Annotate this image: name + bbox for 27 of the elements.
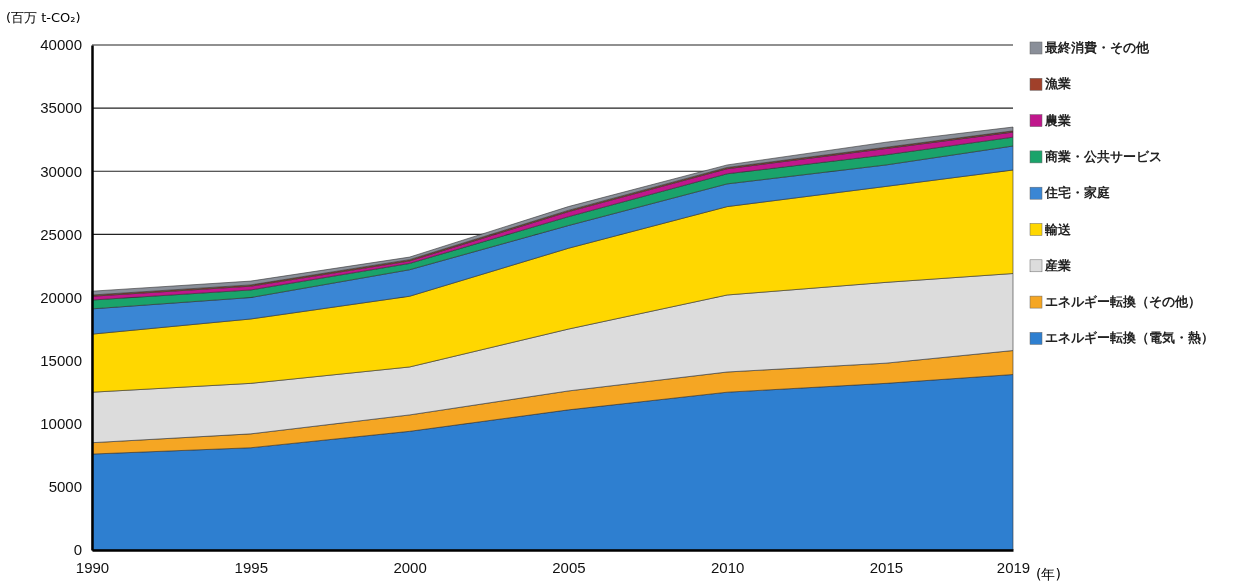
x-axis-title: (年)	[1036, 566, 1061, 582]
x-tick-label: 2010	[710, 558, 745, 576]
x-tick-label: 2019	[996, 558, 1031, 576]
x-tick-label: 2015	[869, 558, 904, 576]
legend-label: 輸送	[1044, 221, 1072, 237]
y-tick-label: 10000	[40, 415, 82, 433]
legend-label: エネルギー転換（その他）	[1045, 294, 1201, 310]
y-tick-label: 0	[73, 541, 82, 559]
y-axis-title: (百万 t-CO₂)	[6, 10, 81, 25]
y-tick-label: 30000	[40, 162, 82, 180]
x-tick-label: 2000	[393, 558, 427, 576]
legend-label: 産業	[1044, 257, 1071, 273]
y-tick-label: 35000	[40, 99, 82, 117]
y-tick-label: 25000	[40, 225, 82, 243]
legend-label: 商業・公共サービス	[1044, 148, 1162, 164]
y-tick-label: 5000	[48, 478, 82, 496]
x-tick-label: 1990	[75, 558, 110, 576]
legend-label: 農業	[1044, 112, 1071, 128]
legend-label: 最終消費・その他	[1044, 40, 1150, 55]
legend-label: 住宅・家庭	[1044, 185, 1110, 201]
x-tick-label: 2005	[552, 558, 586, 576]
y-tick-label: 15000	[40, 351, 82, 369]
y-tick-label: 20000	[40, 288, 82, 306]
x-tick-label: 1995	[234, 558, 268, 576]
legend-label: エネルギー転換（電気・熱）	[1045, 330, 1214, 346]
y-tick-label: 40000	[40, 36, 82, 54]
legend-label: 漁業	[1044, 76, 1071, 92]
